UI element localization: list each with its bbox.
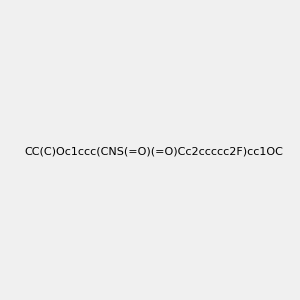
Text: CC(C)Oc1ccc(CNS(=O)(=O)Cc2ccccc2F)cc1OC: CC(C)Oc1ccc(CNS(=O)(=O)Cc2ccccc2F)cc1OC xyxy=(24,146,283,157)
